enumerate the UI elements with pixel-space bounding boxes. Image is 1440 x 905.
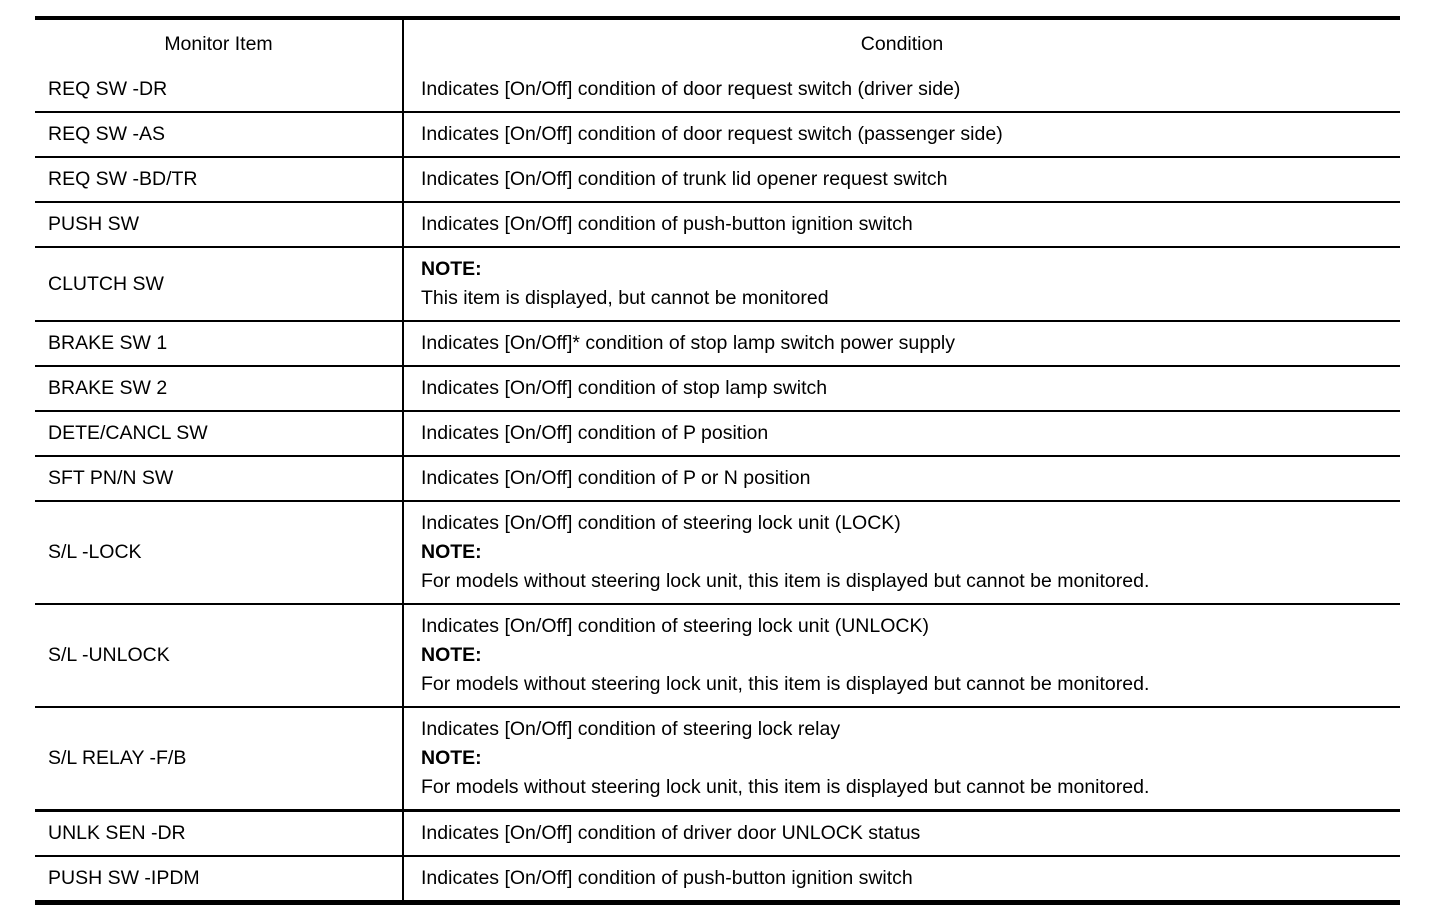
monitor-item-cell: REQ SW -AS [35,112,404,157]
condition-text: Indicates [On/Off] condition of steering… [421,512,901,534]
condition-cell: Indicates [On/Off] condition of trunk li… [403,157,1400,202]
condition-cell: Indicates [On/Off] condition of steering… [403,604,1400,707]
monitor-item-cell: CLUTCH SW [35,247,404,321]
table-row: S/L -UNLOCK Indicates [On/Off] condition … [35,604,1400,707]
condition-text: Indicates [On/Off] condition of driver d… [421,822,921,844]
condition-text: Indicates [On/Off] condition of door req… [421,78,961,100]
column-header-monitor-item: Monitor Item [35,18,404,68]
condition-cell: Indicates [On/Off] condition of door req… [403,68,1400,112]
table-header: Monitor Item Condition [35,18,1400,68]
monitor-item-cell: DETE/CANCL SW [35,411,404,456]
condition-cell: Indicates [On/Off] condition of P or N p… [403,456,1400,501]
monitor-item-cell: PUSH SW [35,202,404,247]
monitor-item-cell: REQ SW -DR [35,68,404,112]
condition-text: Indicates [On/Off] condition of steering… [421,718,841,740]
monitor-item-cell: SFT PN/N SW [35,456,404,501]
monitor-item-cell: PUSH SW -IPDM [35,856,404,903]
condition-cell: Indicates [On/Off] condition of driver d… [403,811,1400,857]
table-row: BRAKE SW 1 Indicates [On/Off]* condition … [35,321,1400,366]
condition-text: Indicates [On/Off] condition of trunk li… [421,168,948,190]
table-row: S/L RELAY -F/B Indicates [On/Off] conditi… [35,707,1400,811]
condition-text: Indicates [On/Off] condition of push-but… [421,867,913,889]
note-label: NOTE: [421,258,482,280]
monitor-item-cell: S/L -LOCK [35,501,404,604]
condition-text: Indicates [On/Off]* condition of stop la… [421,332,955,354]
condition-cell: Indicates [On/Off] condition of P positi… [403,411,1400,456]
note-label: NOTE: [421,747,482,769]
table-row: UNLK SEN -DR Indicates [On/Off] condition… [35,810,1400,857]
condition-text: Indicates [On/Off] condition of stop lam… [421,377,828,399]
monitor-table-body: REQ SW -DR Indicates [On/Off] condition o… [35,68,1400,903]
header-row: Monitor Item Condition [35,18,1400,68]
condition-cell: Indicates [On/Off] condition of stop lam… [403,366,1400,411]
condition-text: Indicates [On/Off] condition of push-but… [421,213,913,235]
monitor-item-cell: S/L RELAY -F/B [35,707,404,811]
table-row: REQ SW -AS Indicates [On/Off] condition o… [35,112,1400,157]
condition-cell: Indicates [On/Off] condition of push-but… [403,856,1400,903]
condition-cell: NOTE: This item is displayed, but cannot … [403,247,1400,321]
condition-text: For models without steering lock unit, t… [421,673,1150,695]
table-row: PUSH SW -IPDM Indicates [On/Off] conditio… [35,856,1400,903]
note-label: NOTE: [421,541,482,563]
condition-cell: Indicates [On/Off]* condition of stop la… [403,321,1400,366]
condition-text: Indicates [On/Off] condition of door req… [421,123,1003,145]
condition-cell: Indicates [On/Off] condition of door req… [403,112,1400,157]
monitor-item-table: Monitor Item Condition REQ SW -DR Indicat… [35,16,1400,905]
condition-text: Indicates [On/Off] condition of steering… [421,615,929,637]
condition-text: For models without steering lock unit, t… [421,776,1150,798]
condition-text: This item is displayed, but cannot be mo… [421,287,829,309]
condition-cell: Indicates [On/Off] condition of steering… [403,501,1400,604]
table-row: SFT PN/N SW Indicates [On/Off] condition … [35,456,1400,501]
condition-text: Indicates [On/Off] condition of P positi… [421,422,769,444]
table-row: REQ SW -BD/TR Indicates [On/Off] conditio… [35,157,1400,202]
monitor-item-cell: UNLK SEN -DR [35,810,404,856]
column-header-condition: Condition [860,33,944,55]
note-label: NOTE: [421,644,482,666]
condition-text: For models without steering lock unit, t… [421,570,1150,592]
monitor-item-cell: S/L -UNLOCK [35,604,404,707]
table-row: CLUTCH SW NOTE: This item is displayed, bu… [35,247,1400,321]
condition-cell: Indicates [On/Off] condition of steering… [403,707,1400,811]
monitor-item-cell: BRAKE SW 2 [35,366,404,411]
monitor-item-cell: BRAKE SW 1 [35,321,404,366]
table-row: REQ SW -DR Indicates [On/Off] condition o… [35,68,1400,112]
condition-text: Indicates [On/Off] condition of P or N p… [421,467,811,489]
table-row: PUSH SW Indicates [On/Off] condition of p… [35,202,1400,247]
table-row: S/L -LOCK Indicates [On/Off] condition of… [35,501,1400,604]
condition-cell: Indicates [On/Off] condition of push-but… [403,202,1400,247]
table-row: DETE/CANCL SW Indicates [On/Off] conditio… [35,411,1400,456]
monitor-item-cell: REQ SW -BD/TR [35,157,404,202]
table-row: BRAKE SW 2 Indicates [On/Off] condition o… [35,366,1400,411]
